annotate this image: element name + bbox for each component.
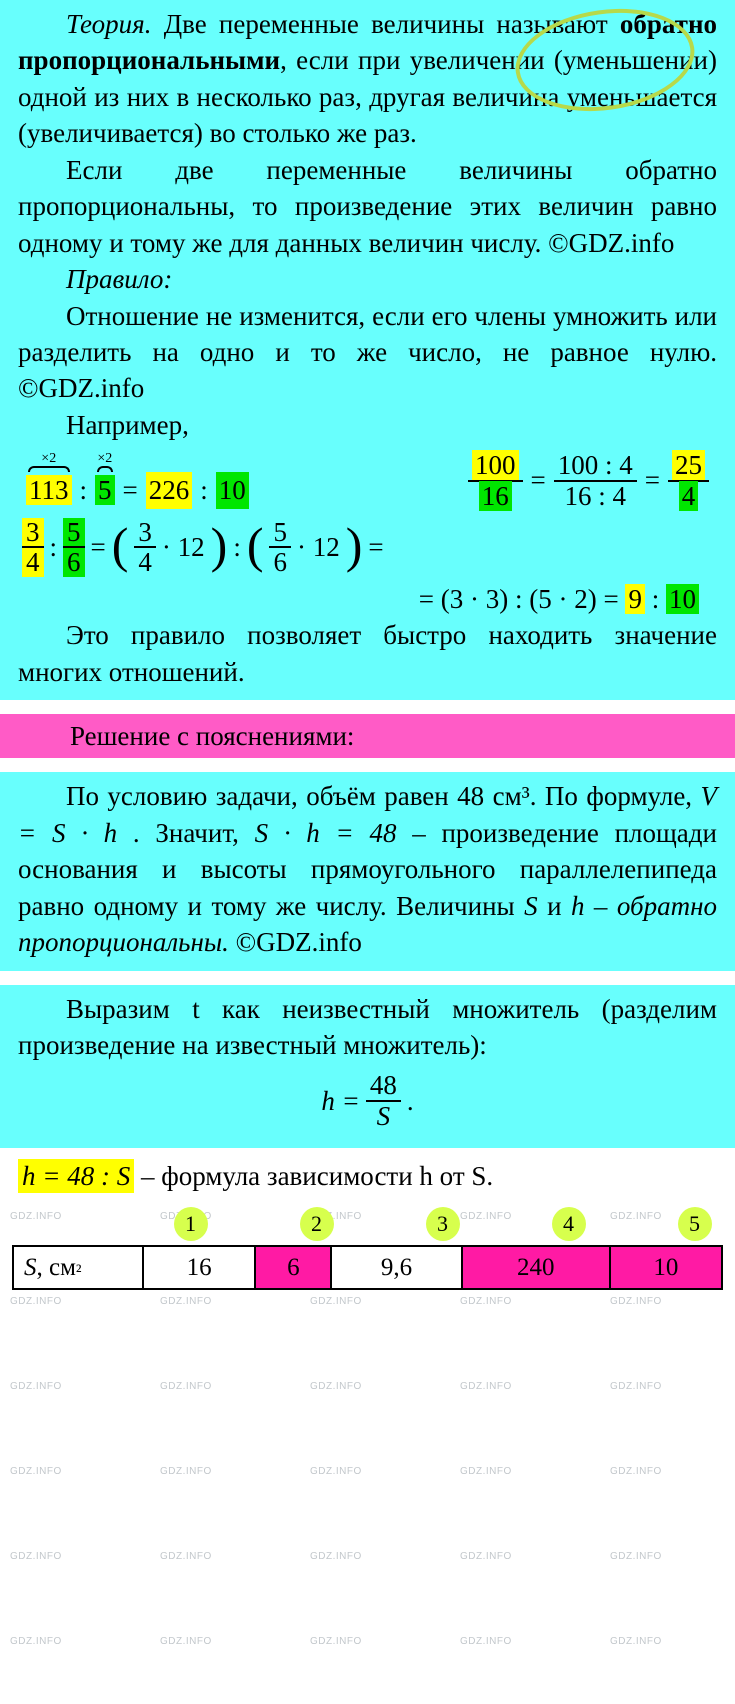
lparen2-icon: ( xyxy=(247,525,264,565)
rule-text: Отношение не изменится, если его члены у… xyxy=(18,298,717,407)
table-section: 1 2 3 4 5 S, см² 16 6 9,6 240 10 xyxy=(0,1207,735,1297)
rule-label: Правило: xyxy=(18,261,717,297)
solution-p2: Выразим t как неизвестный множитель (раз… xyxy=(18,991,717,1064)
ann-113: ×2 113 xyxy=(26,452,72,508)
theory-label: Теория. xyxy=(66,9,151,39)
circle-row: 1 2 3 4 5 xyxy=(12,1207,723,1241)
ann-5: ×2 5 xyxy=(95,452,115,508)
table-cell: 240 xyxy=(462,1246,610,1290)
solution-p2-section: Выразим t как неизвестный множитель (раз… xyxy=(0,985,735,1149)
theory-p3: Это правило позволяет быстро находить зн… xyxy=(18,617,717,690)
gap2 xyxy=(0,758,735,772)
table-cell: 9,6 xyxy=(331,1246,461,1290)
circle-badge: 4 xyxy=(552,1207,586,1241)
example-1-row: ×2 113 : ×2 5 = 226 : 10 100 16 = 100 : … xyxy=(18,451,717,510)
table-cell: 6 xyxy=(255,1246,331,1290)
frac-3-4: 3 4 xyxy=(22,518,44,577)
table-row: S, см² 16 6 9,6 240 10 xyxy=(13,1246,722,1290)
frac-25-4: 25 4 xyxy=(668,451,709,510)
formula-tail: – формула зависимости h от S. xyxy=(134,1161,493,1191)
val-226: 226 xyxy=(146,472,193,508)
example-2-row: 3 4 : 5 6 = ( 3 4 · 12 ) : ( 5 6 · 12 ) … xyxy=(18,518,717,577)
gap3 xyxy=(0,971,735,985)
circle-badge: 2 xyxy=(300,1207,334,1241)
circle-badge: 5 xyxy=(678,1207,712,1241)
solution-p1-section: По условию задачи, объём равен 48 см³. П… xyxy=(0,772,735,970)
formula-sh48: S · h = 48 xyxy=(255,818,397,848)
table-cell: 16 xyxy=(143,1246,255,1290)
formula-h-frac: h = 48 S . xyxy=(18,1071,717,1130)
example-1-left: ×2 113 : ×2 5 = 226 : 10 xyxy=(26,452,249,508)
circle-badge: 1 xyxy=(174,1207,208,1241)
row-header: S, см² xyxy=(13,1246,143,1290)
lparen-icon: ( xyxy=(112,525,129,565)
formula-highlight-row: h = 48 : S – формула зависимости h от S. xyxy=(0,1148,735,1206)
formula-h48s: h = 48 : S xyxy=(18,1159,134,1193)
example-1-right: 100 16 = 100 : 4 16 : 4 = 25 4 xyxy=(468,451,709,510)
data-table: S, см² 16 6 9,6 240 10 xyxy=(12,1245,723,1291)
circle-badge: 3 xyxy=(426,1207,460,1241)
gap xyxy=(0,700,735,714)
theory-p2: Если две переменные величины обратно про… xyxy=(18,152,717,261)
example-2-result: = (3 · 3) : (5 · 2) = 9 : 10 xyxy=(18,581,717,617)
frac-5-6: 5 6 xyxy=(63,518,85,577)
frac-100d4: 100 : 4 16 : 4 xyxy=(554,451,637,510)
solution-heading: Решение с пояснениями: xyxy=(0,714,735,758)
example-label: Например, xyxy=(18,407,717,443)
rparen-icon: ) xyxy=(211,525,228,565)
theory-section: Теория. Две переменные величины называют… xyxy=(0,0,735,700)
solution-p1: По условию задачи, объём равен 48 см³. П… xyxy=(18,778,717,960)
rparen2-icon: ) xyxy=(346,525,363,565)
theory-p1: Теория. Две переменные величины называют… xyxy=(18,6,717,152)
table-cell: 10 xyxy=(610,1246,722,1290)
frac-100-16: 100 16 xyxy=(468,451,523,510)
val-10: 10 xyxy=(216,472,249,508)
